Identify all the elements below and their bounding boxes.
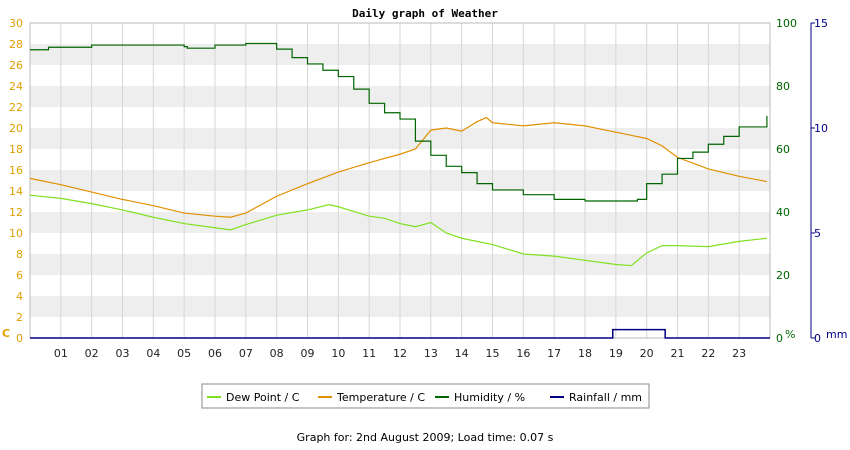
rain-tick-label: 5 xyxy=(814,227,821,240)
x-tick-label: 11 xyxy=(362,347,376,360)
x-tick-label: 06 xyxy=(208,347,222,360)
x-tick-label: 01 xyxy=(54,347,68,360)
x-tick-label: 17 xyxy=(547,347,561,360)
series-line-rainfall-mm xyxy=(30,328,770,339)
left-tick-label: 6 xyxy=(16,269,23,282)
x-tick-label: 23 xyxy=(732,347,746,360)
rain-tick-label: 15 xyxy=(814,17,828,30)
rain-tick-label: 10 xyxy=(814,122,828,135)
left-tick-label: 28 xyxy=(9,38,23,51)
left-tick-label: 4 xyxy=(16,290,23,303)
footer-text: Graph for: 2nd August 2009; Load time: 0… xyxy=(296,431,554,444)
left-tick-label: 22 xyxy=(9,101,23,114)
humidity-tick-label: 20 xyxy=(776,269,790,282)
series-line-temperature-c xyxy=(29,116,768,218)
humidity-axis-ticks: 0 20 40 60 80 100% xyxy=(776,17,797,345)
x-tick-label: 19 xyxy=(609,347,623,360)
x-axis-ticks: 01 02 03 04 05 06 07 08 09 10 11 12 13 14 15 16 17 18 19 20… xyxy=(54,347,746,360)
x-tick-label: 02 xyxy=(85,347,99,360)
legend-label: Dew Point / C xyxy=(226,391,300,404)
chart-title: Daily graph of Weather xyxy=(352,7,498,20)
vertical-gridlines xyxy=(60,23,740,338)
legend: Dew Point / C Temperature / C Humidity / %… xyxy=(201,383,650,409)
x-tick-label: 04 xyxy=(146,347,160,360)
humidity-tick-label: 60 xyxy=(776,143,790,156)
left-tick-label: 16 xyxy=(9,164,23,177)
x-tick-label: 22 xyxy=(701,347,715,360)
left-tick-label: 0 xyxy=(16,332,23,345)
rain-axis-ticks: 0 5 10 15 mm xyxy=(811,17,847,345)
humidity-tick-label: 0 xyxy=(776,332,783,345)
legend-label: Rainfall / mm xyxy=(569,391,642,404)
left-tick-label: 20 xyxy=(9,122,23,135)
left-tick-label: 14 xyxy=(9,185,23,198)
x-tick-label: 18 xyxy=(578,347,592,360)
series-line-dew-point-c xyxy=(29,194,767,267)
x-tick-label: 08 xyxy=(270,347,284,360)
left-tick-label: 12 xyxy=(9,206,23,219)
left-tick-label: 24 xyxy=(9,80,23,93)
x-tick-label: 12 xyxy=(393,347,407,360)
x-tick-label: 15 xyxy=(486,347,500,360)
x-tick-label: 09 xyxy=(301,347,315,360)
left-tick-label: 18 xyxy=(9,143,23,156)
x-tick-label: 10 xyxy=(331,347,345,360)
legend-label: Humidity / % xyxy=(454,391,525,404)
weather-chart: Daily graph of Weather 02468101214161820… xyxy=(2,7,847,409)
legend-label: Temperature / C xyxy=(336,391,425,404)
x-tick-label: 13 xyxy=(424,347,438,360)
x-tick-label: 03 xyxy=(116,347,130,360)
left-tick-label: 2 xyxy=(16,311,23,324)
humidity-tick-label: 80 xyxy=(776,80,790,93)
x-tick-label: 21 xyxy=(671,347,685,360)
humidity-tick-label: 40 xyxy=(776,206,790,219)
x-tick-label: 05 xyxy=(177,347,191,360)
x-tick-label: 20 xyxy=(640,347,654,360)
left-axis-unit: C xyxy=(2,327,10,340)
series-layer xyxy=(29,42,770,339)
rain-tick-label: 0 xyxy=(814,332,821,345)
left-tick-label: 8 xyxy=(16,248,23,261)
x-tick-label: 16 xyxy=(516,347,530,360)
rain-axis-unit: mm xyxy=(826,328,847,341)
humidity-tick-label: 100 xyxy=(776,17,797,30)
left-tick-label: 26 xyxy=(9,59,23,72)
left-tick-label: 30 xyxy=(9,17,23,30)
x-tick-label: 14 xyxy=(455,347,469,360)
series-line-humidity xyxy=(30,42,768,202)
left-tick-label: 10 xyxy=(9,227,23,240)
x-tick-label: 07 xyxy=(239,347,253,360)
humidity-axis-unit: % xyxy=(785,328,795,341)
legend-box xyxy=(201,383,650,409)
